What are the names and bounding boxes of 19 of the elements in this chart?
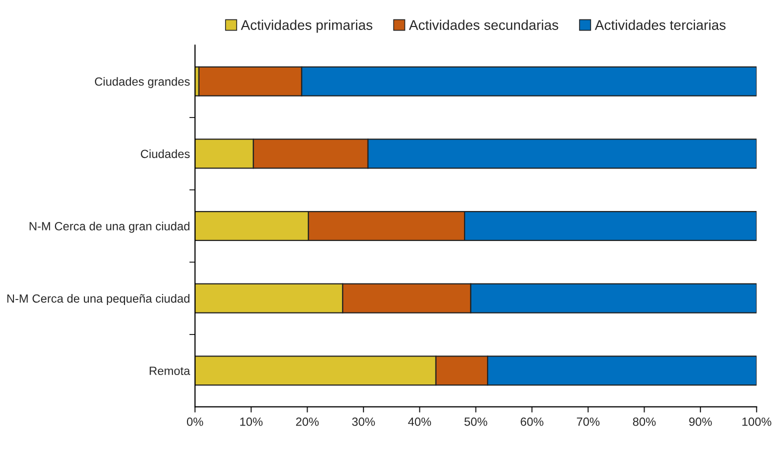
y-tick-label: N-M Cerca de una pequeña ciudad (7, 294, 190, 306)
legend-label: Actividades terciarias (594, 20, 726, 30)
x-tick-label: 20% (296, 418, 319, 426)
y-tick-label: Ciudades (140, 149, 190, 158)
y-tick-label: N-M Cerca de una gran ciudad (30, 222, 190, 233)
x-tick-label: 60% (520, 418, 544, 426)
x-tick-label: 50% (464, 418, 488, 426)
x-tick-label: 70% (576, 418, 600, 426)
x-tick-label: 30% (352, 418, 375, 426)
x-tick-label: 0% (186, 418, 204, 426)
x-tick-label: 80% (632, 418, 656, 426)
x-tick-label: 90% (689, 418, 712, 426)
x-tick-label: 100% (742, 418, 772, 426)
y-tick-label: Ciudades grandes (94, 77, 190, 88)
x-tick-label: 40% (408, 418, 432, 426)
legend-label: Actividades secundarias (408, 20, 558, 30)
legend-label: Actividades primarias (240, 20, 372, 33)
x-tick-label: 10% (240, 418, 263, 426)
y-tick-label: Remota (150, 366, 190, 376)
